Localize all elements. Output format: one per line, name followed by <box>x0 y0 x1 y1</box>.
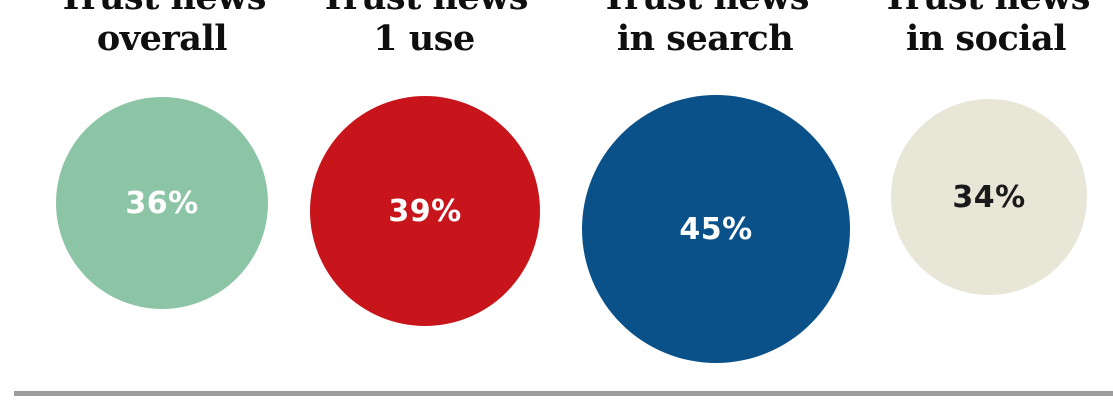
bubble-value-label: 34% <box>952 179 1026 215</box>
bubble-value-label: 45% <box>679 211 753 247</box>
bottom-divider <box>14 391 1113 396</box>
bubble-value-label: 39% <box>388 193 462 229</box>
heading-trust-overall: Trust news overall <box>32 0 292 59</box>
heading-line-2: in search <box>616 18 794 59</box>
heading-line-1: Trust news <box>856 0 1113 18</box>
bubble-trust-1-use: 39% <box>310 96 540 326</box>
heading-trust-in-social: Trust news in social <box>856 0 1113 59</box>
bubble-trust-in-search: 45% <box>582 95 850 363</box>
heading-trust-in-search: Trust news in search <box>575 0 835 59</box>
bubble-trust-overall: 36% <box>56 97 268 309</box>
bubble-trust-in-social: 34% <box>891 99 1087 295</box>
heading-line-1: Trust news <box>294 0 554 18</box>
heading-line-2: 1 use <box>373 18 475 59</box>
heading-line-1: Trust news <box>575 0 835 18</box>
heading-line-1: Trust news <box>32 0 292 18</box>
heading-line-2: in social <box>905 18 1067 59</box>
bubble-value-label: 36% <box>125 185 199 221</box>
heading-line-2: overall <box>96 18 228 59</box>
heading-trust-1-use: Trust news 1 use <box>294 0 554 59</box>
